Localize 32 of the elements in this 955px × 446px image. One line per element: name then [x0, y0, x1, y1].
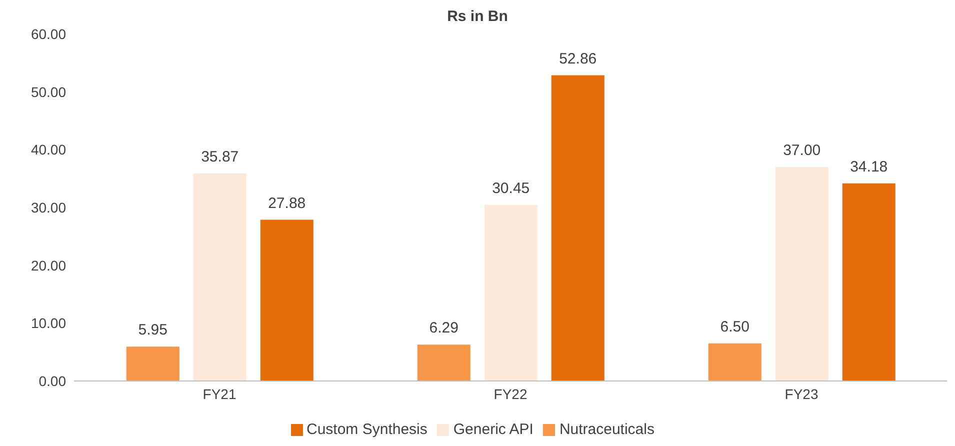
bar [193, 174, 246, 381]
y-tick-label: 40.00 [30, 142, 66, 158]
bar [708, 343, 762, 381]
legend-label: Custom Synthesis [306, 421, 428, 438]
y-tick-label: 30.00 [30, 199, 66, 216]
y-tick-label: 50.00 [30, 84, 66, 100]
data-label: 35.87 [201, 148, 239, 166]
bar [775, 167, 828, 381]
bar [484, 204, 538, 381]
y-tick-label: 60.00 [30, 26, 66, 42]
chart-title: Rs in Bn [446, 8, 509, 26]
legend-label: Generic API [453, 421, 534, 438]
data-label: 6.29 [429, 320, 458, 337]
bar [260, 220, 314, 381]
data-label: 6.50 [720, 318, 750, 336]
data-label: 34.18 [850, 158, 888, 176]
legend-label: Nutraceuticals [559, 421, 654, 438]
bar [551, 75, 604, 381]
data-label: 30.45 [492, 180, 530, 197]
data-label: 5.95 [138, 322, 168, 339]
y-tick-label: 0.00 [38, 372, 66, 389]
y-tick-label: 10.00 [30, 315, 66, 332]
bar [842, 183, 896, 381]
x-tick-label: FY23 [784, 386, 818, 402]
x-tick-label: FY21 [202, 386, 236, 402]
y-tick-label: 20.00 [30, 257, 66, 274]
data-label: 52.86 [559, 50, 597, 68]
data-label: 37.00 [783, 142, 821, 160]
bar [417, 344, 470, 381]
data-label: 27.88 [268, 194, 306, 212]
bar [126, 346, 180, 381]
x-tick-label: FY22 [494, 386, 528, 402]
